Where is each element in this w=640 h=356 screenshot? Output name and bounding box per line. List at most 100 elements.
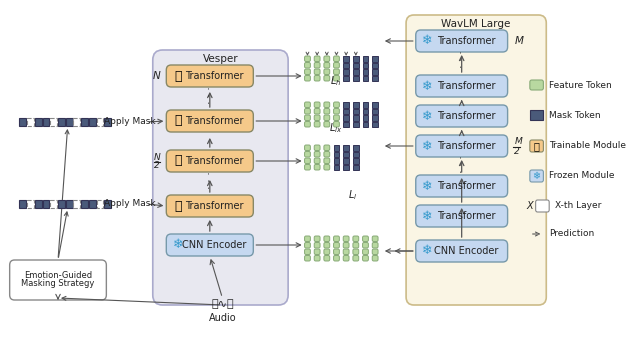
Text: Transformer: Transformer [437, 141, 496, 151]
FancyBboxPatch shape [333, 256, 339, 261]
FancyBboxPatch shape [314, 109, 320, 114]
FancyBboxPatch shape [343, 242, 349, 248]
Text: CNN Encoder: CNN Encoder [182, 240, 247, 250]
Text: Trainable Module: Trainable Module [549, 141, 626, 151]
FancyBboxPatch shape [314, 102, 320, 108]
Bar [363, 102, 369, 108]
Text: 🔥: 🔥 [174, 199, 182, 213]
FancyBboxPatch shape [343, 249, 349, 255]
FancyBboxPatch shape [324, 164, 330, 170]
Bar [343, 152, 349, 157]
Bar [104, 200, 111, 208]
FancyBboxPatch shape [324, 63, 330, 68]
FancyBboxPatch shape [530, 80, 543, 90]
Bar [42, 118, 49, 126]
FancyBboxPatch shape [305, 121, 310, 127]
Text: Apply Mask: Apply Mask [104, 199, 156, 209]
Text: Audio: Audio [209, 313, 236, 323]
Bar [353, 56, 358, 62]
Bar [343, 102, 349, 108]
FancyBboxPatch shape [314, 249, 320, 255]
FancyBboxPatch shape [363, 256, 369, 261]
FancyBboxPatch shape [333, 75, 339, 81]
Bar [343, 121, 349, 127]
FancyBboxPatch shape [314, 158, 320, 163]
Text: X: X [526, 201, 532, 211]
Bar [353, 152, 358, 157]
FancyBboxPatch shape [324, 145, 330, 151]
FancyBboxPatch shape [314, 121, 320, 127]
FancyBboxPatch shape [305, 75, 310, 81]
Text: ❄: ❄ [422, 209, 433, 222]
Text: M: M [515, 36, 524, 46]
FancyBboxPatch shape [305, 242, 310, 248]
FancyBboxPatch shape [372, 256, 378, 261]
FancyBboxPatch shape [333, 242, 339, 248]
FancyBboxPatch shape [166, 65, 253, 87]
Bar [343, 115, 349, 120]
Bar [333, 158, 339, 163]
Bar [372, 109, 378, 114]
FancyBboxPatch shape [416, 75, 508, 97]
Text: ❄: ❄ [422, 140, 433, 152]
FancyBboxPatch shape [333, 236, 339, 241]
Bar [66, 200, 72, 208]
FancyBboxPatch shape [324, 69, 330, 74]
Text: $L_{lx}$: $L_{lx}$ [329, 122, 342, 135]
Bar [19, 118, 26, 126]
Bar [372, 63, 378, 68]
Text: ❄: ❄ [422, 245, 433, 257]
FancyBboxPatch shape [166, 234, 253, 256]
FancyBboxPatch shape [363, 249, 369, 255]
Bar [74, 118, 80, 126]
FancyBboxPatch shape [363, 236, 369, 241]
FancyBboxPatch shape [166, 195, 253, 217]
Bar [353, 115, 358, 120]
FancyBboxPatch shape [305, 256, 310, 261]
Bar [104, 118, 111, 126]
Bar [363, 115, 369, 120]
Text: 〜∿〜: 〜∿〜 [211, 299, 234, 309]
Text: Feature Token: Feature Token [549, 80, 612, 89]
Text: ❄: ❄ [532, 171, 541, 181]
Text: · · ·: · · · [205, 86, 215, 104]
FancyBboxPatch shape [305, 69, 310, 74]
FancyBboxPatch shape [314, 75, 320, 81]
Text: 2: 2 [515, 147, 520, 156]
Bar [343, 69, 349, 74]
Bar [363, 56, 369, 62]
Bar [363, 63, 369, 68]
FancyBboxPatch shape [305, 109, 310, 114]
Bar [372, 75, 378, 81]
Bar [353, 158, 358, 163]
FancyBboxPatch shape [372, 249, 378, 255]
FancyBboxPatch shape [153, 50, 288, 305]
Bar [353, 102, 358, 108]
Text: 2: 2 [154, 162, 159, 171]
FancyBboxPatch shape [353, 249, 358, 255]
Bar [89, 118, 96, 126]
Text: · · ·: · · · [457, 155, 467, 173]
Text: X-th Layer: X-th Layer [555, 201, 602, 210]
Bar [343, 56, 349, 62]
FancyBboxPatch shape [324, 109, 330, 114]
FancyBboxPatch shape [324, 115, 330, 120]
FancyBboxPatch shape [305, 102, 310, 108]
Text: Transformer: Transformer [437, 36, 496, 46]
Text: ❄: ❄ [422, 79, 433, 93]
Text: 🔥: 🔥 [534, 141, 540, 151]
Bar [27, 118, 34, 126]
Bar [343, 164, 349, 170]
Text: ❄: ❄ [422, 179, 433, 193]
FancyBboxPatch shape [324, 121, 330, 127]
FancyBboxPatch shape [324, 236, 330, 241]
Text: Frozen Module: Frozen Module [549, 172, 614, 180]
FancyBboxPatch shape [333, 109, 339, 114]
FancyBboxPatch shape [372, 242, 378, 248]
Text: Masking Strategy: Masking Strategy [21, 278, 95, 288]
FancyBboxPatch shape [333, 249, 339, 255]
FancyBboxPatch shape [314, 152, 320, 157]
FancyBboxPatch shape [353, 236, 358, 241]
Text: Transformer: Transformer [437, 181, 496, 191]
FancyBboxPatch shape [314, 242, 320, 248]
